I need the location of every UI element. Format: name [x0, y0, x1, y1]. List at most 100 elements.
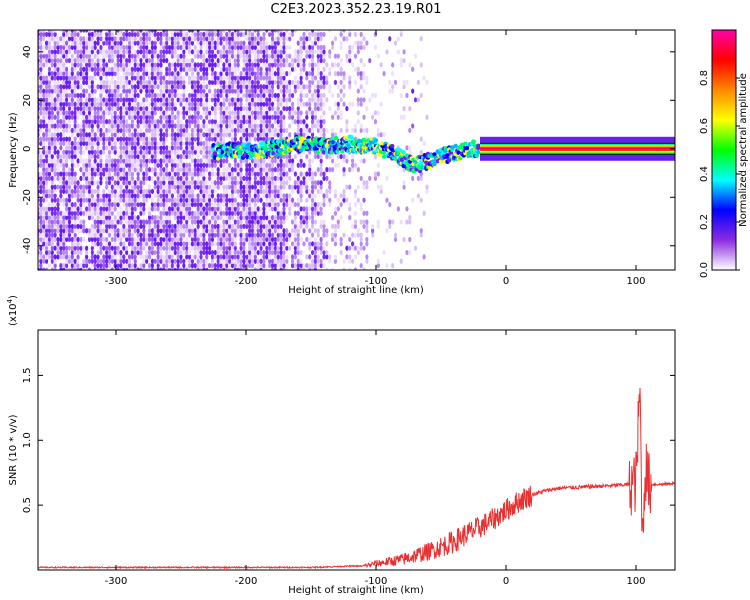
spectrogram-cell: [76, 249, 80, 256]
spectrogram-cell: [96, 153, 100, 160]
spectrogram-cell: [288, 79, 292, 85]
spectrogram-cell: [116, 228, 120, 234]
spectrogram-cell: [136, 49, 140, 55]
spectrogram-cell: [56, 57, 60, 64]
spectrogram-cell: [56, 75, 60, 81]
spectrogram-cell: [419, 62, 423, 68]
spectrogram-cell: [90, 44, 94, 51]
spectrogram-cell: [79, 53, 83, 59]
spectrogram-cell: [79, 263, 83, 269]
spectrogram-cell: [82, 175, 86, 181]
spectrogram-cell: [302, 101, 306, 107]
spectrogram-cell: [82, 119, 86, 125]
spectrogram-cell: [42, 114, 46, 120]
spectrogram-cell: [44, 210, 49, 216]
spectrogram-cell: [359, 201, 363, 208]
spectrogram-cell: [193, 193, 197, 199]
spectrogram-cell: [416, 175, 420, 181]
spectrogram-cell: [353, 188, 358, 195]
spectrogram-cell: [82, 75, 86, 81]
spectrogram-cell: [107, 97, 112, 103]
spectrogram-cell: [199, 241, 203, 247]
spectrogram-cell: [173, 114, 177, 120]
spectrogram-cell: [145, 44, 149, 51]
spectrogram-cell: [50, 53, 54, 59]
spectrogram-cell: [87, 236, 92, 243]
spectrogram-cell: [122, 215, 126, 221]
spectrogram-cell: [362, 210, 366, 216]
spectrogram-cell: [319, 92, 323, 99]
spectrogram-cell: [105, 49, 109, 55]
spectrogram-cell: [42, 245, 46, 251]
spectrogram-cell: [316, 119, 320, 125]
spectrogram-cell: [330, 223, 335, 229]
spectrogram-cell: [133, 49, 137, 55]
spectrogram-cell: [156, 92, 160, 99]
spectrogram-cell: [296, 40, 300, 46]
spectrogram-cell: [39, 210, 43, 216]
spectrogram-cell: [342, 258, 346, 264]
spectrogram-cell: [290, 228, 295, 234]
spectrogram-cell: [299, 127, 303, 133]
spectrogram-cell: [65, 158, 69, 164]
spectrogram-cell: [102, 123, 106, 129]
spectrogram-cell: [47, 71, 52, 77]
spectrogram-cell: [299, 215, 303, 221]
spectrogram-cell: [173, 123, 177, 129]
spectrogram-cell: [302, 263, 306, 269]
chart-title: C2E3.2023.352.23.19.R01: [270, 2, 442, 17]
spectrogram-cell: [39, 105, 43, 112]
spectrogram-cell: [65, 245, 69, 251]
spectrogram-cell: [356, 88, 360, 94]
spectrogram-cell: [53, 228, 57, 234]
spectrogram-cell: [39, 258, 43, 264]
spectrogram-cell: [130, 219, 134, 225]
spectrogram-cell: [70, 57, 74, 64]
spectrogram-cell: [99, 110, 103, 116]
spectrogram-cell: [85, 57, 89, 64]
spectrogram-cell: [130, 30, 134, 33]
spectrogram-cell: [362, 219, 366, 225]
spectrogram-cell: [416, 97, 420, 103]
spectrogram-cell: [139, 223, 143, 229]
spectrogram-cell: [90, 201, 94, 208]
spectrogram-cell: [122, 105, 126, 112]
spectrogram-cell: [248, 162, 252, 168]
spectrogram-cell: [288, 245, 292, 251]
spectrogram-cell: [127, 44, 132, 51]
spectrogram-cell: [42, 232, 46, 238]
spectrogram-cell: [105, 201, 109, 208]
spectrogram-cell: [42, 101, 46, 107]
spectrogram-cell: [288, 193, 292, 199]
spectrogram-cell: [87, 206, 92, 212]
spectrogram-cell: [122, 57, 126, 64]
spectrogram-cell: [102, 197, 106, 203]
spectrogram-cell: [87, 110, 92, 116]
spectrogram-cell: [127, 40, 132, 46]
spectrogram-cell: [67, 136, 72, 142]
spectrogram-cell: [110, 254, 114, 260]
spectrogram-cell: [285, 97, 289, 103]
spectrogram-cell: [119, 44, 123, 51]
spectrogram-cell: [302, 241, 306, 247]
spectrogram-cell: [142, 201, 146, 208]
spectrogram-cell: [59, 136, 63, 142]
spectrogram-cell: [44, 245, 49, 251]
spectrogram-cell: [139, 184, 143, 190]
spectrogram-cell: [339, 66, 343, 72]
spectrogram-cell: [82, 110, 86, 116]
spectrogram-cell: [262, 71, 266, 77]
spectrogram-cell: [125, 162, 129, 168]
spectrogram-cell: [76, 267, 80, 270]
spectrogram-cell: [42, 162, 46, 168]
spectrogram-cell: [82, 79, 86, 85]
spectrogram-cell: [213, 53, 217, 59]
spectrogram-cell: [50, 110, 54, 116]
spectrogram-cell: [90, 193, 94, 199]
spectrogram-cell: [122, 62, 126, 68]
spectrogram-cell: [345, 245, 349, 251]
spectrogram-cell: [130, 140, 134, 147]
spectrogram-cell: [130, 223, 134, 229]
spectrogram-cell: [39, 215, 43, 221]
spectrogram-cell: [125, 92, 129, 99]
